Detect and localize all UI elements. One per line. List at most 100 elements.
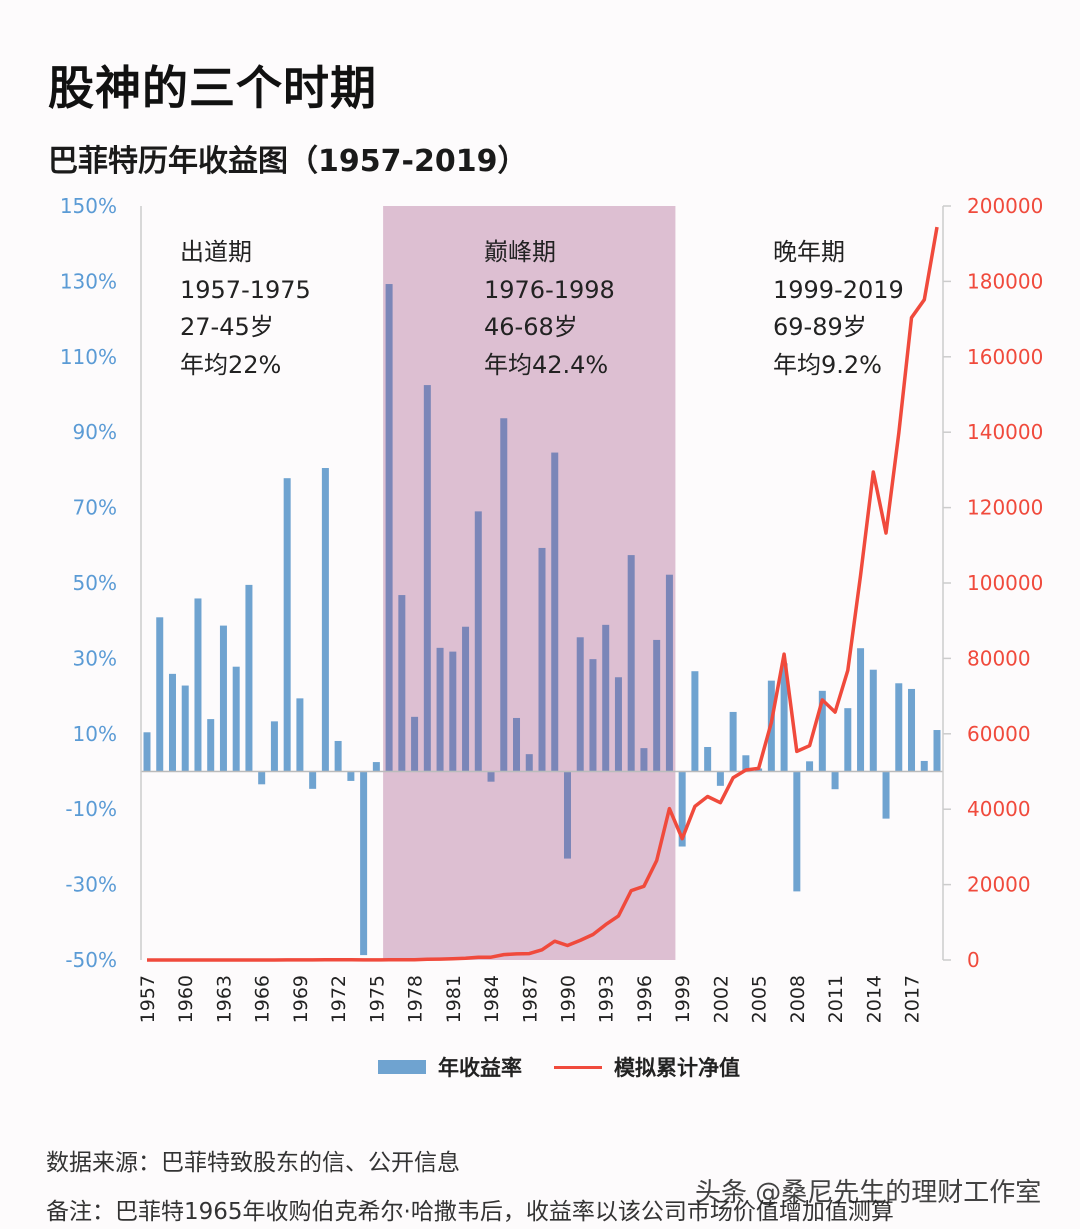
x-tick-label: 2017	[902, 975, 924, 1023]
bar-1987	[525, 754, 533, 772]
bar-1993	[602, 624, 610, 772]
bar-1971	[321, 468, 329, 772]
bar-1969	[296, 698, 304, 772]
bar-1974	[360, 771, 368, 956]
left-tick-label: 130%	[60, 269, 117, 293]
legend: 年收益率 模拟累计净值	[378, 1052, 740, 1082]
bar-2001	[704, 746, 712, 772]
bar-2010	[818, 690, 826, 772]
period-early: 出道期 1957-1975 27-45岁 年均22%	[180, 234, 311, 384]
x-tick-label: 1990	[557, 975, 579, 1023]
bar-2012	[844, 708, 852, 772]
right-tick-label: 0	[967, 948, 980, 972]
period-age: 46-68岁	[484, 313, 578, 341]
period-age: 27-45岁	[180, 313, 274, 341]
period-average: 年均9.2%	[773, 350, 882, 379]
bar-1990	[563, 771, 571, 859]
x-tick-label: 2014	[863, 975, 885, 1023]
bar-1958	[156, 617, 164, 772]
period-name: 出道期	[180, 238, 252, 266]
bar-1961	[194, 598, 202, 772]
bar-2008	[793, 771, 801, 892]
page-title: 股神的三个时期	[48, 61, 377, 115]
remark-note: 备注：巴菲特1965年收购伯克希尔·哈撒韦后，收益率以该公司市场价值增加值测算	[46, 1199, 894, 1225]
left-tick-label: -50%	[65, 948, 117, 972]
right-tick-label: 100000	[967, 571, 1043, 595]
x-tick-label: 1969	[290, 975, 312, 1023]
bar-1999	[678, 771, 686, 847]
x-tick-label: 2005	[749, 975, 771, 1023]
bar-1981	[449, 651, 457, 772]
right-tick-label: 180000	[967, 269, 1043, 293]
x-tick-label: 1996	[634, 975, 656, 1023]
period-name: 巅峰期	[484, 238, 556, 266]
x-tick-label: 2011	[825, 975, 847, 1023]
x-tick-label: 1957	[137, 975, 159, 1023]
period-peak: 巅峰期 1976-1998 46-68岁 年均42.4%	[484, 234, 615, 384]
left-tick-label: 30%	[73, 646, 117, 670]
watermark: 头条 @桑尼先生的理财工作室	[695, 1178, 1042, 1208]
bar-1977	[398, 595, 406, 772]
bar-1970	[309, 771, 317, 789]
bar-2007	[780, 663, 788, 772]
bar-2017	[908, 688, 916, 772]
cumulative-line	[147, 226, 939, 962]
bar-2009	[806, 761, 814, 772]
bar-1960	[181, 685, 189, 772]
bar-2002	[716, 771, 724, 786]
bar-1989	[551, 452, 559, 772]
bar-1994	[614, 677, 622, 772]
left-tick-label: 110%	[60, 345, 117, 369]
period-name: 晚年期	[773, 238, 845, 266]
left-tick-label: 50%	[73, 571, 117, 595]
bar-2013	[857, 648, 865, 772]
period-age: 69-89岁	[773, 313, 867, 341]
x-tick-label: 1972	[328, 975, 350, 1023]
bar-1995	[627, 555, 635, 772]
bar-1983	[474, 511, 482, 772]
bar-1975	[372, 762, 380, 772]
period-years: 1957-1975	[180, 275, 311, 304]
x-tick-label: 1960	[175, 975, 197, 1023]
right-tick-label: 120000	[967, 496, 1043, 520]
bar-1988	[538, 547, 546, 772]
bar-1968	[283, 478, 291, 772]
legend-bar-swatch	[378, 1060, 426, 1074]
bar-1964	[232, 666, 240, 772]
bar-1980	[436, 647, 444, 772]
highlight-band	[383, 206, 676, 960]
right-tick-label: 140000	[967, 420, 1043, 444]
left-tick-label: 70%	[73, 496, 117, 520]
bar-1963	[219, 625, 227, 772]
bar-1976	[385, 284, 393, 772]
right-tick-label: 80000	[967, 646, 1031, 670]
right-tick-label: 60000	[967, 722, 1031, 746]
period-average: 年均22%	[180, 350, 282, 379]
bar-1966	[258, 771, 266, 785]
left-tick-label: -30%	[65, 873, 117, 897]
legend-line-label: 模拟累计净值	[614, 1056, 740, 1080]
right-tick-label: 40000	[967, 797, 1031, 821]
bar-1984	[487, 771, 495, 782]
right-tick-label: 160000	[967, 345, 1043, 369]
x-tick-label: 1978	[405, 975, 427, 1023]
period-late: 晚年期 1999-2019 69-89岁 年均9.2%	[773, 234, 904, 384]
x-tick-label: 2002	[710, 975, 732, 1023]
bar-1957	[143, 732, 151, 772]
bar-2016	[895, 683, 903, 772]
bar-2015	[882, 771, 890, 819]
bar-1979	[423, 385, 431, 772]
left-tick-label: 150%	[60, 194, 117, 218]
bar-1959	[168, 673, 176, 772]
data-source-note: 数据来源：巴菲特致股东的信、公开信息	[46, 1150, 460, 1176]
right-tick-label: 200000	[967, 194, 1043, 218]
x-tick-label: 1987	[519, 975, 541, 1023]
legend-line-swatch	[554, 1065, 602, 1069]
bar-1992	[589, 659, 597, 772]
bar-1991	[576, 637, 584, 772]
bar-1996	[640, 748, 648, 772]
x-tick-label: 1999	[672, 975, 694, 1023]
bar-1972	[334, 740, 342, 772]
x-tick-label: 1963	[213, 975, 235, 1023]
